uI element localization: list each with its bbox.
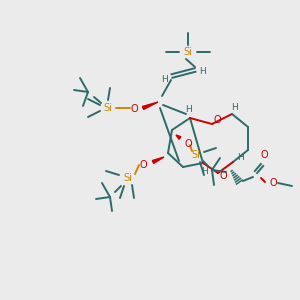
Text: H: H (160, 74, 167, 83)
Text: O: O (219, 171, 227, 181)
Text: H: H (200, 68, 206, 76)
Polygon shape (142, 102, 158, 110)
Polygon shape (152, 157, 164, 164)
Text: Si: Si (124, 173, 132, 183)
Polygon shape (176, 135, 181, 139)
Text: Si: Si (184, 47, 192, 57)
Text: H: H (237, 154, 243, 163)
Text: O: O (139, 160, 147, 170)
Text: O: O (260, 150, 268, 160)
Text: O: O (184, 139, 192, 149)
Text: H: H (184, 106, 191, 115)
Text: H: H (201, 167, 207, 176)
Text: Si: Si (192, 150, 200, 160)
Text: O: O (213, 115, 221, 125)
Text: H: H (232, 103, 238, 112)
Text: Si: Si (103, 103, 112, 113)
Text: O: O (269, 178, 277, 188)
Text: O: O (130, 104, 138, 114)
